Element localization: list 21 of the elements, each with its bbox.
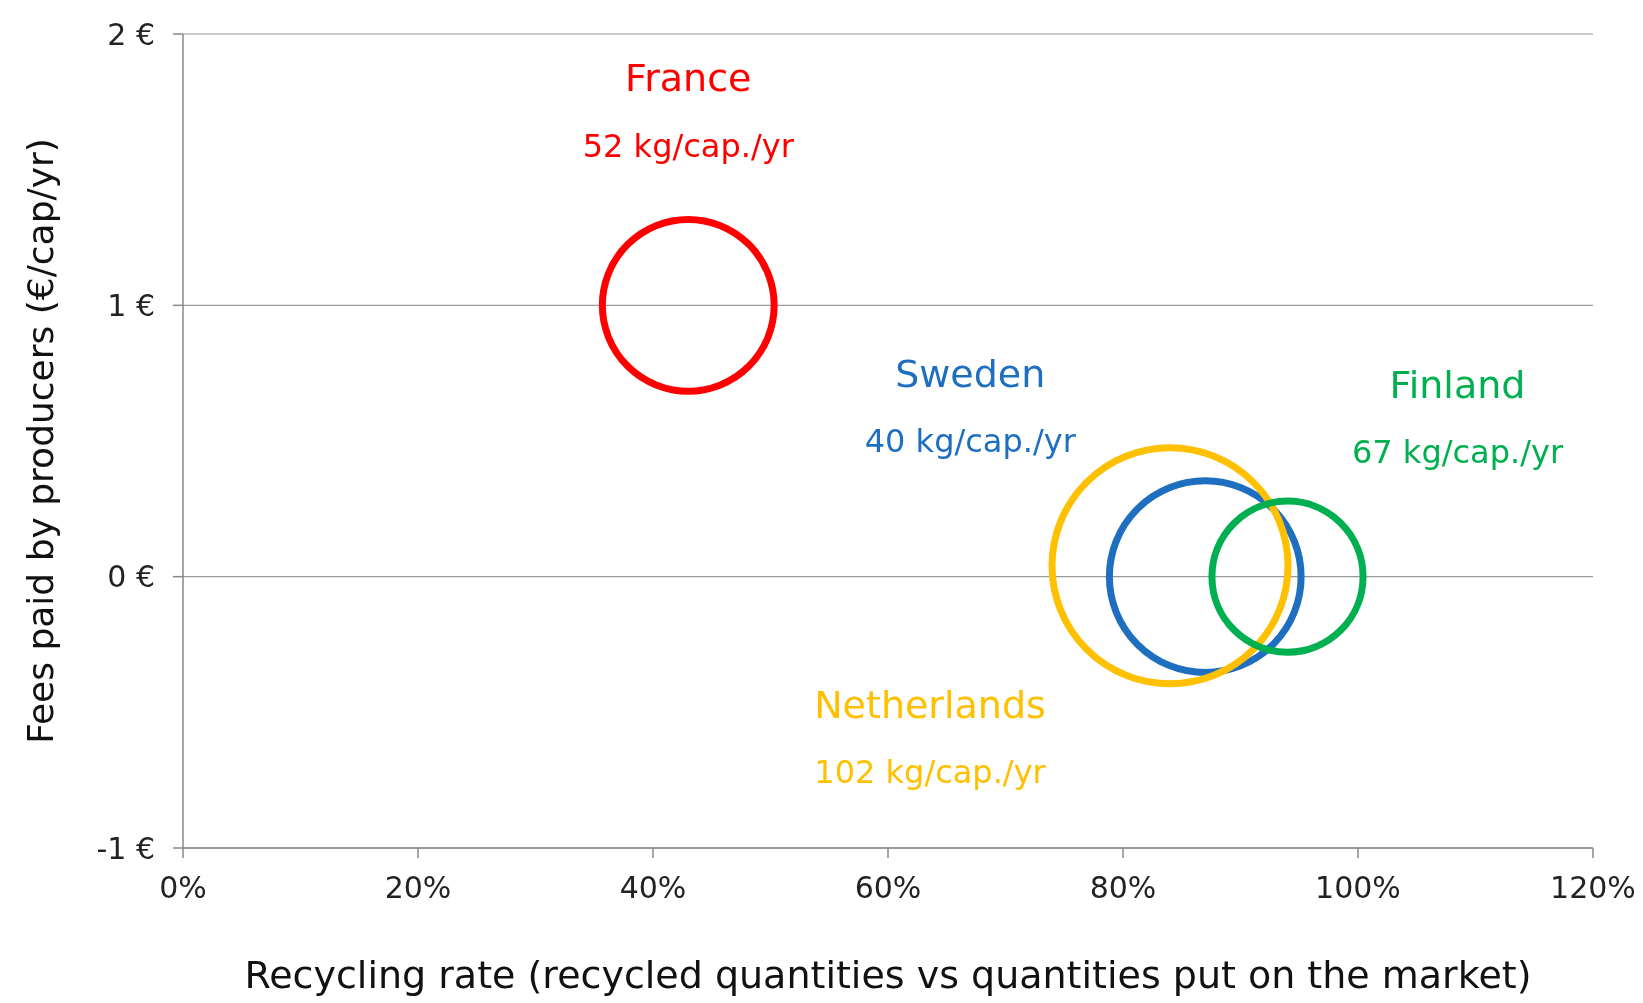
annotation: 102 kg/cap./yr xyxy=(814,753,1047,792)
x-axis-title: Recycling rate (recycled quantities vs quantities put on the market) xyxy=(244,953,1532,997)
series-label: Netherlands xyxy=(814,682,1046,727)
y-tick-label: -1 € xyxy=(96,830,155,866)
x-tick-label: 20% xyxy=(384,870,452,905)
x-tick-label: 80% xyxy=(1089,870,1157,905)
annotation: 52 kg/cap./yr xyxy=(582,126,795,165)
y-tick-label: 2 € xyxy=(107,16,155,52)
annotation: 67 kg/cap./yr xyxy=(1351,432,1564,471)
x-tick-label: 40% xyxy=(619,870,687,905)
x-tick-label: 60% xyxy=(854,870,922,905)
x-tick-label: 0% xyxy=(159,870,207,905)
text: Sweden xyxy=(895,351,1046,396)
annotation: 40 kg/cap./yr xyxy=(864,421,1077,460)
y-axis-title: Fees paid by producers (€/cap/yr) xyxy=(20,138,61,744)
x-tick-label: 120% xyxy=(1550,870,1636,905)
y-tick-label: 0 € xyxy=(107,559,155,595)
text: Finland xyxy=(1389,362,1526,407)
y-tick-label: 1 € xyxy=(107,287,155,323)
text: France xyxy=(625,56,752,101)
x-tick-label: 100% xyxy=(1315,870,1401,905)
